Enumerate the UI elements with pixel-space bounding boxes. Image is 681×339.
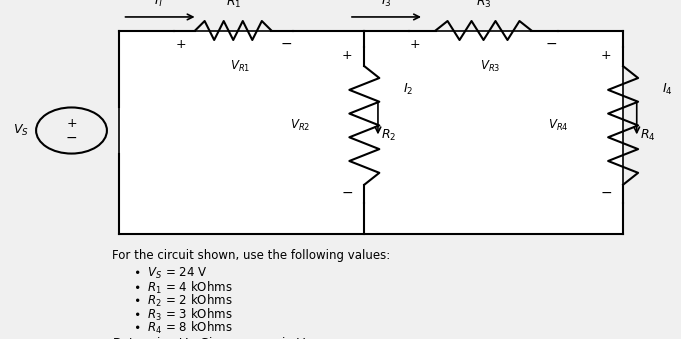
Text: $V_S$: $V_S$ — [14, 123, 29, 138]
Text: $R_3$: $R_3$ — [476, 0, 491, 10]
Text: −: − — [341, 186, 353, 200]
Text: $\bullet$  $V_S$ = 24 V: $\bullet$ $V_S$ = 24 V — [133, 266, 207, 281]
Text: $R_4$: $R_4$ — [640, 128, 656, 143]
Text: For the circuit shown, use the following values:: For the circuit shown, use the following… — [112, 249, 391, 262]
Text: $I_2$: $I_2$ — [403, 81, 414, 97]
Text: +: + — [410, 38, 421, 51]
Text: −: − — [65, 131, 78, 145]
Text: +: + — [342, 49, 353, 62]
FancyBboxPatch shape — [119, 31, 623, 234]
Text: −: − — [600, 186, 612, 200]
Text: $V_{R1}$: $V_{R1}$ — [230, 59, 250, 75]
Text: −: − — [280, 37, 292, 51]
Text: $I_T$: $I_T$ — [154, 0, 166, 9]
Text: +: + — [175, 38, 186, 51]
Text: +: + — [66, 117, 77, 129]
Text: $V_{R3}$: $V_{R3}$ — [480, 59, 501, 75]
Text: $V_{R2}$: $V_{R2}$ — [289, 118, 310, 133]
Text: $V_{R4}$: $V_{R4}$ — [548, 118, 569, 133]
Text: $\bullet$  $R_3$ = 3 kOhms: $\bullet$ $R_3$ = 3 kOhms — [133, 307, 232, 323]
Text: $R_1$: $R_1$ — [225, 0, 241, 10]
Text: $R_2$: $R_2$ — [381, 128, 396, 143]
Text: Determine $V_1$. Give answers in V.: Determine $V_1$. Give answers in V. — [112, 336, 309, 339]
Text: +: + — [601, 49, 612, 62]
Text: $\bullet$  $R_1$ = 4 kOhms: $\bullet$ $R_1$ = 4 kOhms — [133, 280, 232, 296]
Text: $I_4$: $I_4$ — [662, 81, 673, 97]
Text: $I_3$: $I_3$ — [381, 0, 392, 9]
Text: $\bullet$  $R_4$ = 8 kOhms: $\bullet$ $R_4$ = 8 kOhms — [133, 320, 232, 336]
Text: −: − — [545, 37, 558, 51]
Text: $\bullet$  $R_2$ = 2 kOhms: $\bullet$ $R_2$ = 2 kOhms — [133, 293, 232, 309]
